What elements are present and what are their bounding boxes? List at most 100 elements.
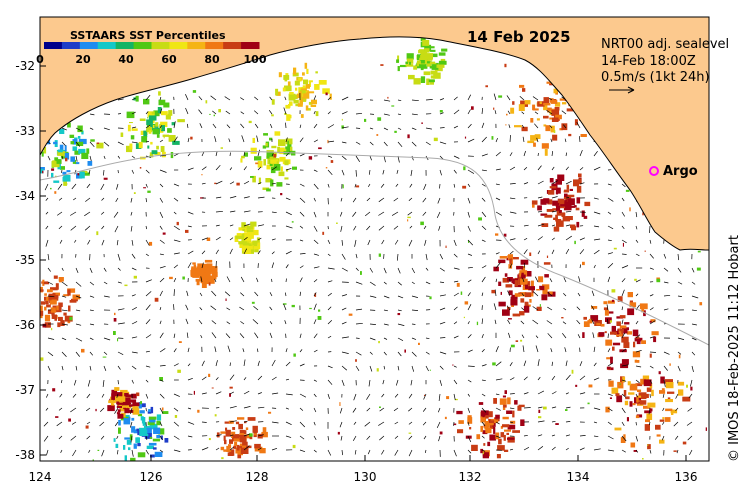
sst-patch <box>564 189 569 192</box>
current-vector <box>103 295 110 298</box>
sst-patch <box>426 78 430 85</box>
current-vector <box>453 365 457 368</box>
current-vector <box>593 448 601 451</box>
sst-patch <box>274 131 281 136</box>
current-vector <box>355 365 360 371</box>
current-vector <box>467 225 471 232</box>
current-vector <box>523 262 526 269</box>
current-vector <box>551 420 556 423</box>
current-vector <box>368 169 371 175</box>
sst-patch <box>149 423 158 430</box>
current-vector <box>439 98 445 101</box>
current-vector <box>579 435 586 437</box>
current-vector <box>85 197 91 202</box>
product-label: NRT00 adj. sealevel <box>601 37 729 52</box>
sst-speck <box>471 106 474 110</box>
sst-patch <box>240 158 243 163</box>
sst-patch <box>225 427 228 431</box>
current-vector <box>635 239 639 243</box>
sst-patch <box>53 180 60 183</box>
sst-patch <box>626 331 633 335</box>
sst-patch <box>498 281 502 286</box>
sst-patch <box>512 430 520 433</box>
current-vector <box>635 334 641 339</box>
sst-patch <box>567 198 575 206</box>
sst-speck <box>433 137 438 142</box>
sst-patch <box>649 408 653 412</box>
current-vector <box>284 320 287 325</box>
current-vector <box>313 110 316 115</box>
current-vector <box>551 166 555 171</box>
current-vector <box>663 351 670 355</box>
sst-patch <box>531 280 534 287</box>
sst-patch <box>517 405 522 411</box>
sst-speck <box>686 384 688 388</box>
sst-patch <box>234 235 239 242</box>
sst-patch <box>507 437 515 440</box>
sst-patch <box>263 133 268 136</box>
current-vector <box>45 211 49 215</box>
sst-speck <box>318 147 322 150</box>
sst-patch <box>152 129 160 135</box>
current-vector <box>114 225 119 233</box>
current-vector <box>229 446 234 451</box>
sst-patch <box>570 224 576 229</box>
sst-patch <box>70 141 74 145</box>
sst-speck <box>220 147 223 149</box>
current-vector <box>114 421 119 427</box>
current-vector <box>240 111 245 115</box>
sst-patch <box>156 134 160 138</box>
sst-patch <box>647 444 651 450</box>
current-vector <box>635 365 642 368</box>
sst-patch <box>24 163 27 167</box>
sst-patch <box>70 156 75 162</box>
current-vector <box>299 407 304 411</box>
current-vector <box>565 248 570 255</box>
current-vector <box>299 421 306 428</box>
sst-patch <box>623 342 630 348</box>
current-vector <box>47 267 51 272</box>
sst-patch <box>308 80 311 87</box>
current-vector <box>299 333 302 339</box>
sst-patch <box>417 60 421 64</box>
current-vector <box>635 279 641 283</box>
sst-patch <box>564 193 568 197</box>
sst-patch <box>489 434 496 441</box>
sst-patch <box>651 331 659 336</box>
sst-patch <box>526 304 531 307</box>
current-vector <box>378 211 385 216</box>
sst-speck <box>464 301 469 305</box>
current-vector <box>648 421 651 426</box>
current-vector <box>408 449 413 457</box>
plot-frame <box>39 16 710 462</box>
current-vector <box>673 421 679 427</box>
current-vector <box>606 318 609 325</box>
current-vector <box>353 421 357 425</box>
current-vector <box>227 345 231 353</box>
sst-patches <box>24 35 707 461</box>
current-vector <box>481 239 486 242</box>
current-vector <box>383 113 390 116</box>
sst-patch <box>621 336 629 343</box>
current-vector <box>383 127 389 131</box>
sst-patch <box>163 102 170 108</box>
sst-patch <box>57 151 65 156</box>
sst-speck <box>565 409 568 411</box>
sst-patch <box>556 205 561 211</box>
current-vector <box>313 279 318 283</box>
current-vector <box>253 306 259 311</box>
sst-patch <box>418 49 423 54</box>
current-vector <box>408 435 413 440</box>
sst-patch <box>519 311 525 316</box>
current-vector <box>198 109 203 115</box>
sst-patch <box>521 274 526 278</box>
current-vector <box>565 166 569 171</box>
legend-swatch <box>44 42 63 49</box>
sst-patch <box>113 438 116 442</box>
sst-patch <box>510 296 516 302</box>
sst-patch <box>201 266 207 270</box>
current-vector <box>576 306 581 311</box>
current-vector <box>565 374 571 381</box>
current-vector <box>75 267 79 274</box>
sst-patch <box>431 64 439 70</box>
